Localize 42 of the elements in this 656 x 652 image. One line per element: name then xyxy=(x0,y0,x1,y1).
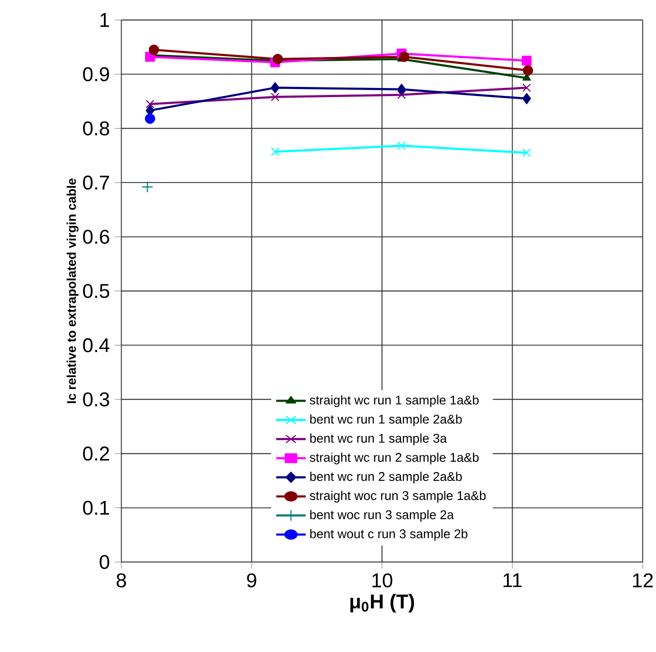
x-tick-label: 10 xyxy=(372,573,392,588)
x-tick-label: 8 xyxy=(116,573,126,588)
y-tick-label: 0.8 xyxy=(83,121,110,136)
x-tick-label: 11 xyxy=(504,573,522,588)
y-tick-label: 1 xyxy=(100,13,110,27)
y-tick-label: 0.6 xyxy=(83,230,110,244)
x-tick-label: 9 xyxy=(247,573,256,588)
point xyxy=(146,100,154,108)
legend-label: bent woc run 3 sample 2a xyxy=(310,510,454,522)
x-tick-label: 12 xyxy=(633,573,653,588)
y-tick-label: 0.3 xyxy=(83,392,110,406)
point xyxy=(142,181,154,193)
point xyxy=(270,92,280,102)
point xyxy=(270,147,280,156)
text: μ$_{0}$H (T) xyxy=(350,594,414,612)
y-tick-label: 0.5 xyxy=(83,284,110,298)
legend-label: bent wc run 1 sample 3a xyxy=(310,433,447,446)
point xyxy=(397,90,406,100)
legend-label: bent wc run 1 sample 2a&b xyxy=(310,414,462,426)
legend-label: bent wout c run 3 sample 2b xyxy=(310,529,468,541)
legend-label: straight woc run 3 sample 1a&b xyxy=(310,490,486,503)
point xyxy=(272,54,283,64)
point xyxy=(270,82,280,94)
y-tick-label: 0 xyxy=(100,554,110,570)
legend-label: straight wc run 2 sample 1a&b xyxy=(310,452,479,464)
point xyxy=(397,84,406,95)
legend-label: bent wc run 2 sample 2a&b xyxy=(310,472,462,484)
point xyxy=(144,113,156,124)
point xyxy=(522,93,531,104)
y-tick-label: 0.7 xyxy=(83,176,109,190)
y-axis-title: Ic relative to extrapolated virgin cable xyxy=(66,178,78,404)
point xyxy=(522,56,532,66)
point xyxy=(522,65,534,76)
y-tick-label: 0.1 xyxy=(83,500,110,515)
y-tick-label: 0.2 xyxy=(83,446,109,461)
point xyxy=(397,141,406,150)
legend-label: straight wc run 1 sample 1a&b xyxy=(310,395,479,408)
point xyxy=(522,148,531,158)
y-tick-label: 0.9 xyxy=(83,67,110,82)
point xyxy=(522,83,531,92)
y-tick-label: 0.4 xyxy=(83,338,110,352)
point xyxy=(148,44,160,55)
